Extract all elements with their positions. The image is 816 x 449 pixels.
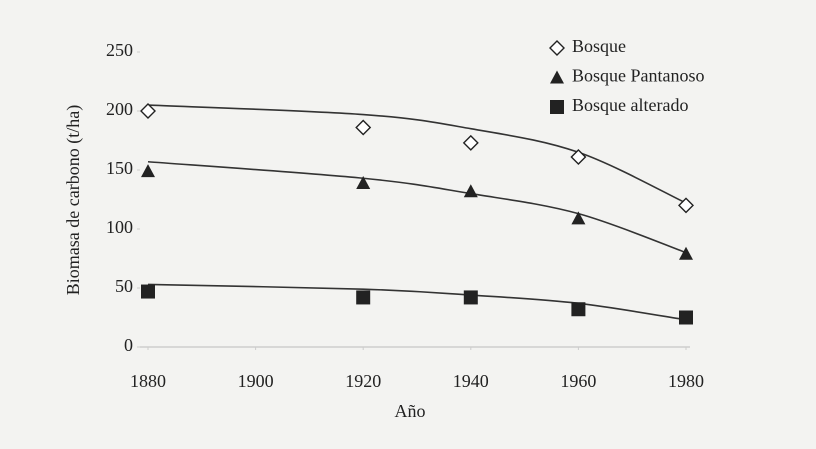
diamond-marker: [462, 134, 479, 151]
square-marker: [550, 100, 564, 114]
x-tick-label: 1920: [345, 371, 381, 391]
x-tick-label: 1900: [238, 371, 274, 391]
triangle-marker: [356, 175, 371, 189]
legend-label: Bosque Pantanoso: [572, 66, 705, 86]
x-tick-label: 1960: [560, 371, 596, 391]
y-tick-label: 200: [106, 99, 133, 119]
square-marker: [679, 310, 693, 325]
x-tick-label: 1880: [130, 371, 166, 391]
diamond-marker: [678, 197, 694, 214]
diamond-marker: [549, 40, 565, 56]
square-marker: [463, 290, 478, 305]
square-marker: [141, 284, 155, 299]
y-tick-label: 150: [106, 158, 133, 178]
triangle-marker: [550, 70, 564, 84]
triangle-marker: [571, 211, 586, 225]
y-tick-label: 100: [106, 217, 133, 237]
y-axis-label: Biomasa de carbono (t/ha): [63, 105, 84, 295]
y-tick-label: 250: [106, 40, 133, 60]
diamond-marker: [355, 119, 372, 136]
x-axis-label: Año: [395, 401, 426, 421]
trend-line: [147, 104, 687, 204]
x-tick-label: 1940: [453, 371, 489, 391]
y-tick-label: 50: [115, 276, 133, 296]
diamond-marker: [570, 149, 587, 166]
trend-line: [147, 160, 687, 254]
trend-line: [147, 283, 687, 321]
diamond-marker: [140, 103, 156, 119]
square-marker: [571, 302, 586, 317]
triangle-marker: [463, 184, 478, 198]
square-marker: [356, 290, 371, 305]
y-tick-label: 0: [124, 335, 133, 355]
triangle-marker: [679, 246, 693, 260]
triangle-marker: [141, 164, 155, 178]
x-tick-label: 1980: [668, 371, 704, 391]
legend-label: Bosque: [572, 36, 626, 56]
legend-label: Bosque alterado: [572, 95, 688, 115]
